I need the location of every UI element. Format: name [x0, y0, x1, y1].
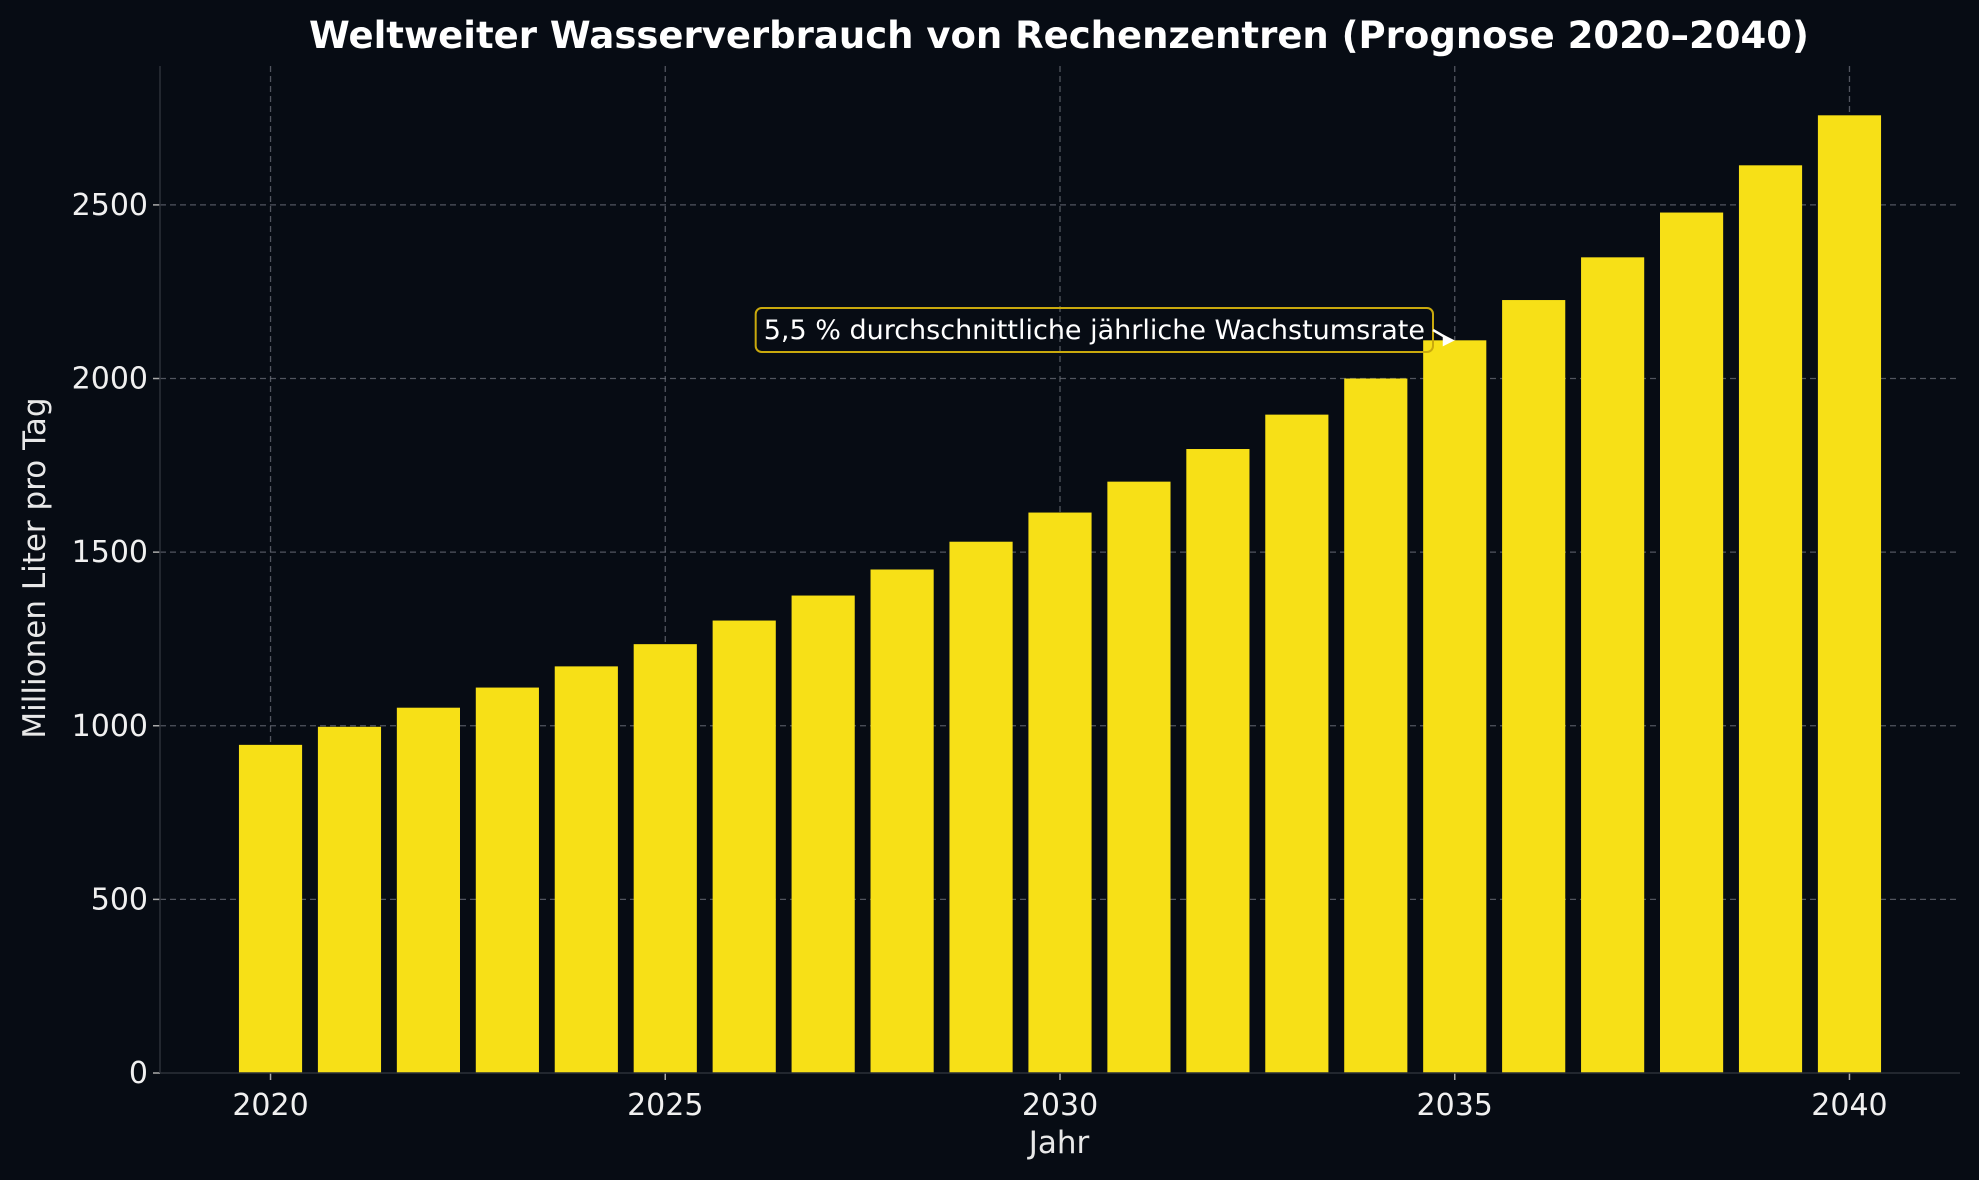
bar-2031: [1107, 481, 1171, 1073]
bar-2040: [1817, 115, 1882, 1073]
bar-2035: [1423, 340, 1487, 1073]
bar-2024: [554, 666, 618, 1073]
bar-2020: [238, 744, 303, 1073]
bar-2038: [1660, 212, 1724, 1073]
annotation-arrow-head: [1442, 334, 1455, 347]
x-tick-label: 2020: [232, 1088, 308, 1123]
x-tick-label: 2030: [1022, 1088, 1098, 1123]
bar-2023: [475, 687, 539, 1073]
chart-title: Weltweiter Wasserverbrauch von Rechenzen…: [309, 14, 1809, 57]
y-tick-label: 2000: [72, 362, 148, 397]
y-axis-label: Millionen Liter pro Tag: [17, 397, 53, 738]
x-tick-label: 2040: [1811, 1088, 1887, 1123]
annotation: 5,5 % durchschnittliche jährliche Wachst…: [754, 307, 1455, 353]
x-tick-label: 2035: [1417, 1088, 1493, 1123]
bar-2029: [949, 541, 1013, 1073]
bar-2021: [317, 726, 382, 1073]
bar-2028: [870, 569, 934, 1073]
bar-2022: [396, 707, 460, 1073]
annotation-text: 5,5 % durchschnittliche jährliche Wachst…: [764, 315, 1425, 346]
y-tick-label: 0: [129, 1056, 148, 1091]
y-tick-label: 1000: [72, 709, 148, 744]
axes: 0 500 1000 1500 2000 2500 2020 2025 2030 2035 2040: [72, 66, 1960, 1123]
bar-2037: [1581, 257, 1645, 1074]
bar-2027: [791, 595, 855, 1073]
bars: [238, 115, 1882, 1074]
y-tick-label: 2500: [72, 188, 148, 223]
bar-2039: [1738, 165, 1803, 1073]
bar-2036: [1502, 300, 1566, 1074]
bar-2032: [1186, 449, 1250, 1074]
bar-2034: [1344, 378, 1408, 1074]
x-tick-label: 2025: [627, 1088, 703, 1123]
bar-2030: [1028, 512, 1092, 1073]
bar-2026: [712, 620, 776, 1073]
bar-2033: [1265, 414, 1329, 1073]
y-tick-label: 500: [91, 882, 148, 917]
bar-2025: [633, 644, 697, 1073]
y-tick-label: 1500: [72, 535, 148, 570]
x-axis-label: Jahr: [1027, 1125, 1090, 1161]
